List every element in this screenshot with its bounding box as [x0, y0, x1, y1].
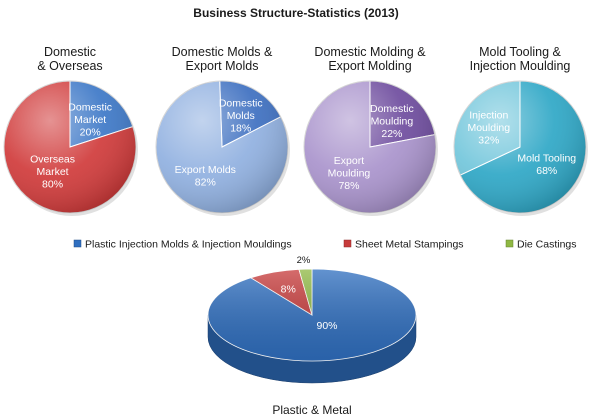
- legend-item-die-castings: Die Castings: [505, 239, 577, 251]
- small-pie-charts: Domestic& Overseas Domestic Market 20% Overs…: [3, 45, 588, 216]
- pie-gloss: [3, 80, 137, 214]
- pie-chart-domestic-molding-export-molding: Domestic Molding &Export Molding Domestic…: [303, 45, 438, 216]
- chart-title-line: Domestic Molding &: [314, 45, 426, 59]
- slice-label-sheet-metal-stampings: 8%: [281, 283, 296, 295]
- chart-title-line: Export Molds: [186, 59, 259, 73]
- chart-title-line: & Overseas: [37, 59, 102, 73]
- chart-title-line: Export Molding: [328, 59, 411, 73]
- pie-top-gloss: [208, 269, 416, 361]
- legend-swatch: [73, 239, 82, 248]
- plastic-metal-pie-chart: 90% 8% 2%: [207, 255, 417, 384]
- slice-label: Export Molds 82%: [175, 164, 236, 189]
- chart-title-line: Mold Tooling &: [479, 45, 561, 59]
- slice-label: Domestic Molds 18%: [219, 98, 263, 135]
- pie-chart-domestic-molds-export-molds: Domestic Molds &Export Molds Domestic Mold…: [155, 45, 290, 216]
- legend-swatch: [343, 239, 352, 248]
- slice-label-die-castings: 2%: [297, 255, 311, 266]
- legend-label: Plastic Injection Molds & Injection Moul…: [85, 239, 292, 251]
- legend-label: Sheet Metal Stampings: [355, 239, 464, 251]
- pie-gloss: [453, 80, 587, 214]
- chart-title-line: Domestic Molds &: [172, 45, 273, 59]
- pie-gloss: [303, 80, 437, 214]
- pie-chart-mold-tooling-injection-moulding: Mold Tooling &Injection Moulding Mold Too…: [453, 45, 588, 216]
- slice-label: Export Moulding 78%: [328, 155, 371, 192]
- legend-item-sheet-metal-stampings: Sheet Metal Stampings: [343, 239, 464, 251]
- chart-title-line: Injection Moulding: [470, 59, 571, 73]
- pie-gloss: [155, 80, 289, 214]
- slice-label: Domestic Market 20%: [68, 102, 112, 139]
- legend-label: Die Castings: [517, 239, 577, 251]
- slice-label: Overseas Market 80%: [30, 154, 75, 191]
- main-title: Business Structure-Statistics (2013): [193, 6, 398, 20]
- slice-label: Mold Tooling 68%: [517, 153, 576, 178]
- chart-title-line: Domestic: [44, 45, 96, 59]
- legend-item-plastic-injection-molds-injection-mouldings: Plastic Injection Molds & Injection Moul…: [73, 239, 292, 251]
- pie-chart-domestic-overseas: Domestic& Overseas Domestic Market 20% Overs…: [3, 45, 138, 216]
- slice-label: Injection Moulding 32%: [467, 110, 510, 147]
- legend: Plastic Injection Molds & Injection Moul…: [73, 239, 577, 251]
- slice-label: Domestic Moulding 22%: [370, 103, 414, 140]
- legend-swatch: [505, 239, 514, 248]
- slice-label-plastic-injection-molds-injection-mouldings: 90%: [316, 320, 337, 332]
- chart-title-plastic-metal: Plastic & Metal: [272, 403, 351, 417]
